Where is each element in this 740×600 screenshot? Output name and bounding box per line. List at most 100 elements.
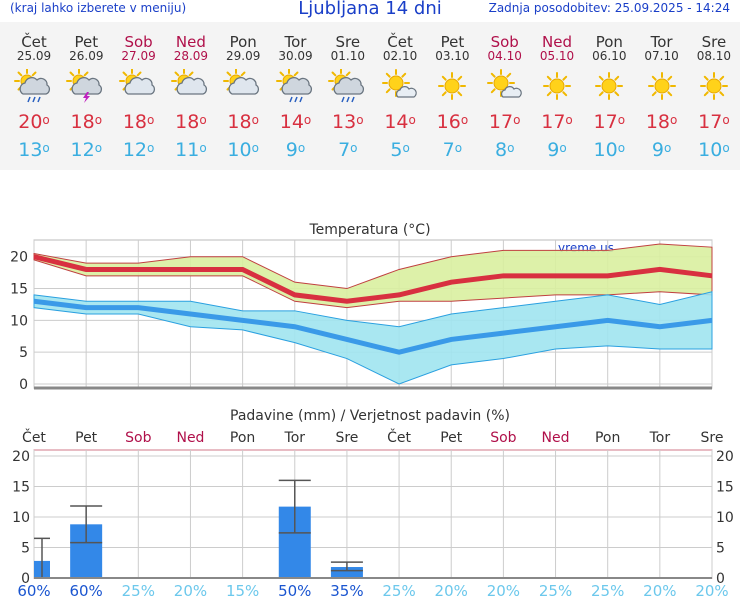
min-temp: 5o <box>390 139 410 161</box>
min-temp: 8o <box>494 139 515 161</box>
temp-ytick: 10 <box>10 313 28 329</box>
precip-xtick: Pon <box>230 430 255 446</box>
sun-icon <box>595 72 624 100</box>
precip-xtick: Pon <box>595 430 620 446</box>
min-temp: 7o <box>338 139 358 161</box>
precip-xtick: Ned <box>542 430 570 446</box>
day-date: 05.10 <box>539 49 575 63</box>
max-temp: 18o <box>645 111 678 133</box>
partly-cloudy-icon <box>170 69 207 95</box>
forecast-band <box>0 22 740 170</box>
day-name: Ned <box>175 33 206 51</box>
sun-icon <box>438 72 467 100</box>
max-temp: 18o <box>175 111 207 133</box>
day-column: Pet 26.09 18o 12o <box>60 34 112 161</box>
max-temp: 18o <box>122 111 155 133</box>
day-column: Sre 01.10 13o 7o <box>322 34 374 161</box>
temp-chart-title: Temperatura (°C) <box>308 222 430 238</box>
precip-xtick: Pet <box>440 430 463 446</box>
precip-xtick: Sre <box>335 430 358 446</box>
day-name: Sob <box>490 33 519 51</box>
temp-ytick: 15 <box>10 282 28 298</box>
day-column: Čet 25.09 20o 13o <box>8 34 60 161</box>
max-temp: 20o <box>18 111 50 133</box>
day-date: 03.10 <box>435 49 470 63</box>
day-name: Sre <box>701 33 727 51</box>
max-temp: 17o <box>488 111 521 133</box>
day-date: 29.09 <box>226 49 261 63</box>
precip-probability: 20% <box>695 582 728 600</box>
precip-bar <box>330 567 363 578</box>
min-temp: 7o <box>442 139 463 161</box>
precip-plot-area <box>33 449 713 579</box>
day-name: Tor <box>650 33 673 51</box>
min-temp: 10o <box>227 139 259 161</box>
day-column: Pon 06.10 17o 10o <box>583 34 635 161</box>
max-temp: 17o <box>593 111 626 133</box>
precip-probability: 25% <box>591 582 624 600</box>
day-date: 08.10 <box>696 49 732 63</box>
temp-ytick: 5 <box>19 345 28 361</box>
min-temp: 11o <box>175 139 207 161</box>
day-date: 25.09 <box>16 49 52 63</box>
max-temp: 18o <box>70 111 103 133</box>
precip-xtick: Tor <box>284 430 306 446</box>
day-date: 07.10 <box>644 49 679 63</box>
precip-xtick: Sob <box>490 430 516 446</box>
min-temp: 12o <box>70 139 103 161</box>
day-column: Ned 28.09 18o 11o <box>165 34 217 161</box>
partly-cloudy-rain-icon <box>327 69 364 103</box>
precip-ytick-left: 15 <box>12 480 30 496</box>
precip-ytick-right: 10 <box>716 510 734 526</box>
partly-cloudy-thunder-icon <box>66 69 103 103</box>
precip-probability: 25% <box>122 582 155 600</box>
day-name: Tor <box>284 33 307 51</box>
min-temp: 10o <box>593 139 626 161</box>
precip-xtick: Čet <box>22 428 46 446</box>
max-temp: 14o <box>279 111 312 133</box>
day-name: Sre <box>335 33 361 51</box>
precip-ytick-right: 5 <box>716 541 725 557</box>
precip-xtick: Sre <box>701 430 724 446</box>
precip-xtick: Čet <box>387 428 411 446</box>
max-temp: 16o <box>436 111 469 133</box>
day-name: Pet <box>440 33 465 51</box>
min-temp: 10o <box>698 139 730 161</box>
day-name: Pon <box>595 33 623 51</box>
precip-probability: 20% <box>643 582 676 600</box>
min-temp: 9o <box>285 139 306 161</box>
precip-xtick: Ned <box>176 430 204 446</box>
precip-ytick-left: 20 <box>12 449 30 465</box>
precipitation-chart: Padavine (mm) / Verjetnost padavin (%) Če… <box>12 408 734 600</box>
precip-probability: 50% <box>278 582 311 600</box>
day-name: Čet <box>21 33 47 51</box>
max-temp: 18o <box>227 111 259 133</box>
day-date: 01.10 <box>330 49 365 63</box>
max-temp: 14o <box>384 111 416 133</box>
day-column: Pet 03.10 16o 7o <box>426 34 478 161</box>
daily-forecast-row: Čet 25.09 20o 13o Pet 26.09 18o 12o Sob 27.09 18o 1… <box>0 34 740 174</box>
min-temp-line <box>33 298 713 355</box>
partly-cloudy-rain-icon <box>275 69 312 103</box>
max-temp: 17o <box>541 111 573 133</box>
precip-ytick-left: 10 <box>12 510 30 526</box>
sun-icon <box>543 72 571 100</box>
day-date: 04.10 <box>487 49 522 63</box>
precip-xtick: Tor <box>649 430 671 446</box>
day-name: Pon <box>229 33 257 51</box>
partly-cloudy-icon <box>118 69 155 95</box>
precip-probability: 15% <box>226 582 259 600</box>
temp-ytick: 0 <box>19 377 28 393</box>
day-name: Sob <box>124 33 153 51</box>
min-temp: 12o <box>122 139 155 161</box>
precip-probability: 25% <box>382 582 415 600</box>
precip-xtick: Sob <box>125 430 151 446</box>
precip-ytick-left: 0 <box>21 571 30 587</box>
precip-probability: 25% <box>539 582 572 600</box>
temp-ytick: 20 <box>10 250 28 266</box>
precip-ytick-right: 0 <box>716 571 725 587</box>
day-date: 02.10 <box>382 49 418 63</box>
day-name: Ned <box>542 33 572 51</box>
day-date: 28.09 <box>173 49 209 63</box>
